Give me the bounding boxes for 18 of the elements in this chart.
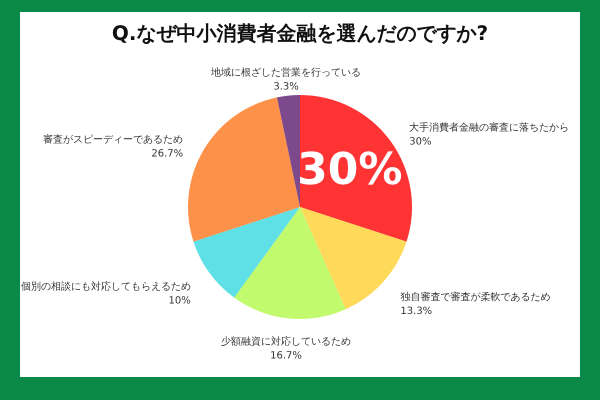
- pie-slice: [193, 207, 300, 298]
- chart-title: Q.なぜ中小消費者金融を選んだのですか?: [112, 21, 488, 45]
- slice-label: 大手消費者金融の審査に落ちたから: [409, 122, 570, 134]
- data-label: 10%: [168, 295, 191, 306]
- data-label: 16.7%: [270, 350, 302, 362]
- slice-label: 少額融資に対応しているため: [221, 335, 352, 348]
- pie-slice: [276, 95, 300, 207]
- pie-slice: [188, 97, 300, 242]
- slice-label: 独自審査で審査が柔軟であるため: [400, 291, 550, 304]
- pie-slice: [234, 207, 346, 319]
- slice-label: 個別の相談にも対応してもらえるため: [20, 280, 191, 292]
- data-label: 26.7%: [151, 148, 184, 160]
- slice-label: 審査がスピーディーであるため: [43, 133, 184, 146]
- text: 30%: [297, 144, 402, 195]
- data-label: 13.3%: [400, 306, 432, 318]
- data-label: 3.3%: [273, 82, 299, 93]
- slice-label: 地域に根ざした営業を行っている: [210, 66, 362, 79]
- data-label: 30%: [409, 136, 432, 148]
